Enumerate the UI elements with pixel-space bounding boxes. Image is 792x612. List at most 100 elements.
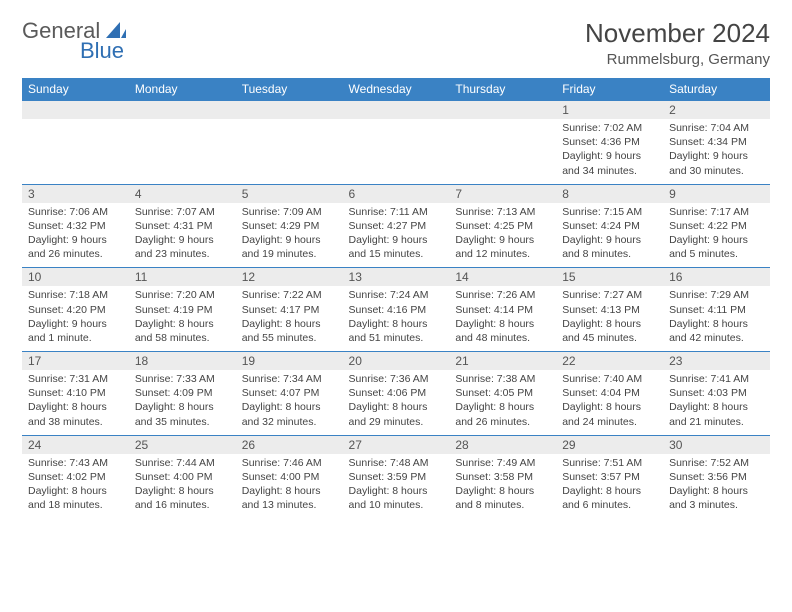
daylight-text: and 48 minutes. [455,331,550,345]
sun-detail-cell: Sunrise: 7:51 AMSunset: 3:57 PMDaylight:… [556,454,663,519]
date-number-cell: 27 [343,435,450,454]
date-number-cell: 3 [22,184,129,203]
sunrise-text: Sunrise: 7:34 AM [242,372,337,386]
sunrise-text: Sunrise: 7:02 AM [562,121,657,135]
sunrise-text: Sunrise: 7:18 AM [28,288,123,302]
daylight-text: and 23 minutes. [135,247,230,261]
sun-detail-cell: Sunrise: 7:22 AMSunset: 4:17 PMDaylight:… [236,286,343,351]
daylight-text: Daylight: 9 hours [349,233,444,247]
sunset-text: Sunset: 4:04 PM [562,386,657,400]
daylight-text: Daylight: 8 hours [669,317,764,331]
sun-detail-cell: Sunrise: 7:20 AMSunset: 4:19 PMDaylight:… [129,286,236,351]
day-header-row: SundayMondayTuesdayWednesdayThursdayFrid… [22,78,770,101]
date-number-cell [22,101,129,120]
date-number-cell: 16 [663,268,770,287]
daylight-text: and 35 minutes. [135,415,230,429]
sunrise-text: Sunrise: 7:07 AM [135,205,230,219]
sunset-text: Sunset: 4:32 PM [28,219,123,233]
daylight-text: Daylight: 8 hours [562,317,657,331]
logo: General Blue [22,18,132,62]
date-number-cell: 2 [663,101,770,120]
date-band-row: 10111213141516 [22,268,770,287]
sunset-text: Sunset: 4:06 PM [349,386,444,400]
date-number-cell: 10 [22,268,129,287]
sunset-text: Sunset: 4:00 PM [242,470,337,484]
daylight-text: Daylight: 8 hours [455,317,550,331]
sunrise-text: Sunrise: 7:44 AM [135,456,230,470]
date-number-cell: 7 [449,184,556,203]
date-number-cell: 22 [556,352,663,371]
detail-row: Sunrise: 7:31 AMSunset: 4:10 PMDaylight:… [22,370,770,435]
daylight-text: Daylight: 8 hours [242,400,337,414]
sunset-text: Sunset: 3:59 PM [349,470,444,484]
daylight-text: Daylight: 9 hours [135,233,230,247]
day-header: Wednesday [343,78,450,101]
page-subtitle: Rummelsburg, Germany [585,51,770,68]
sunrise-text: Sunrise: 7:17 AM [669,205,764,219]
daylight-text: Daylight: 8 hours [455,400,550,414]
header: General Blue November 2024 Rummelsburg, … [22,18,770,68]
sun-detail-cell: Sunrise: 7:18 AMSunset: 4:20 PMDaylight:… [22,286,129,351]
daylight-text: and 58 minutes. [135,331,230,345]
date-number-cell: 17 [22,352,129,371]
sunset-text: Sunset: 4:13 PM [562,303,657,317]
sunrise-text: Sunrise: 7:43 AM [28,456,123,470]
sun-detail-cell: Sunrise: 7:29 AMSunset: 4:11 PMDaylight:… [663,286,770,351]
sunrise-text: Sunrise: 7:06 AM [28,205,123,219]
daylight-text: and 8 minutes. [562,247,657,261]
date-number-cell: 19 [236,352,343,371]
sunset-text: Sunset: 4:36 PM [562,135,657,149]
day-header: Friday [556,78,663,101]
logo-text-2: Blue [80,38,124,64]
daylight-text: and 34 minutes. [562,164,657,178]
daylight-text: and 55 minutes. [242,331,337,345]
sun-detail-cell [449,119,556,184]
sun-detail-cell [22,119,129,184]
sunrise-text: Sunrise: 7:31 AM [28,372,123,386]
sunrise-text: Sunrise: 7:29 AM [669,288,764,302]
daylight-text: and 13 minutes. [242,498,337,512]
date-number-cell: 15 [556,268,663,287]
sunset-text: Sunset: 4:02 PM [28,470,123,484]
sun-detail-cell: Sunrise: 7:04 AMSunset: 4:34 PMDaylight:… [663,119,770,184]
date-number-cell: 30 [663,435,770,454]
sunrise-text: Sunrise: 7:26 AM [455,288,550,302]
date-number-cell: 12 [236,268,343,287]
sunset-text: Sunset: 4:27 PM [349,219,444,233]
sunrise-text: Sunrise: 7:22 AM [242,288,337,302]
sunrise-text: Sunrise: 7:40 AM [562,372,657,386]
sunrise-text: Sunrise: 7:20 AM [135,288,230,302]
daylight-text: Daylight: 9 hours [28,233,123,247]
sunset-text: Sunset: 4:16 PM [349,303,444,317]
date-number-cell: 18 [129,352,236,371]
daylight-text: Daylight: 8 hours [562,484,657,498]
calendar-table: SundayMondayTuesdayWednesdayThursdayFrid… [22,78,770,518]
daylight-text: Daylight: 8 hours [135,317,230,331]
sun-detail-cell: Sunrise: 7:38 AMSunset: 4:05 PMDaylight:… [449,370,556,435]
sunset-text: Sunset: 4:31 PM [135,219,230,233]
daylight-text: Daylight: 9 hours [455,233,550,247]
day-header: Thursday [449,78,556,101]
date-number-cell [343,101,450,120]
daylight-text: and 18 minutes. [28,498,123,512]
date-band-row: 12 [22,101,770,120]
sunset-text: Sunset: 4:29 PM [242,219,337,233]
sun-detail-cell [343,119,450,184]
daylight-text: and 21 minutes. [669,415,764,429]
daylight-text: and 51 minutes. [349,331,444,345]
sun-detail-cell: Sunrise: 7:44 AMSunset: 4:00 PMDaylight:… [129,454,236,519]
daylight-text: Daylight: 9 hours [562,149,657,163]
sunrise-text: Sunrise: 7:33 AM [135,372,230,386]
sun-detail-cell: Sunrise: 7:17 AMSunset: 4:22 PMDaylight:… [663,203,770,268]
daylight-text: and 1 minute. [28,331,123,345]
daylight-text: and 16 minutes. [135,498,230,512]
sunset-text: Sunset: 4:09 PM [135,386,230,400]
daylight-text: Daylight: 9 hours [242,233,337,247]
sunset-text: Sunset: 4:25 PM [455,219,550,233]
sunrise-text: Sunrise: 7:41 AM [669,372,764,386]
sun-detail-cell [236,119,343,184]
sunset-text: Sunset: 4:22 PM [669,219,764,233]
sun-detail-cell: Sunrise: 7:41 AMSunset: 4:03 PMDaylight:… [663,370,770,435]
sunrise-text: Sunrise: 7:13 AM [455,205,550,219]
sunrise-text: Sunrise: 7:36 AM [349,372,444,386]
